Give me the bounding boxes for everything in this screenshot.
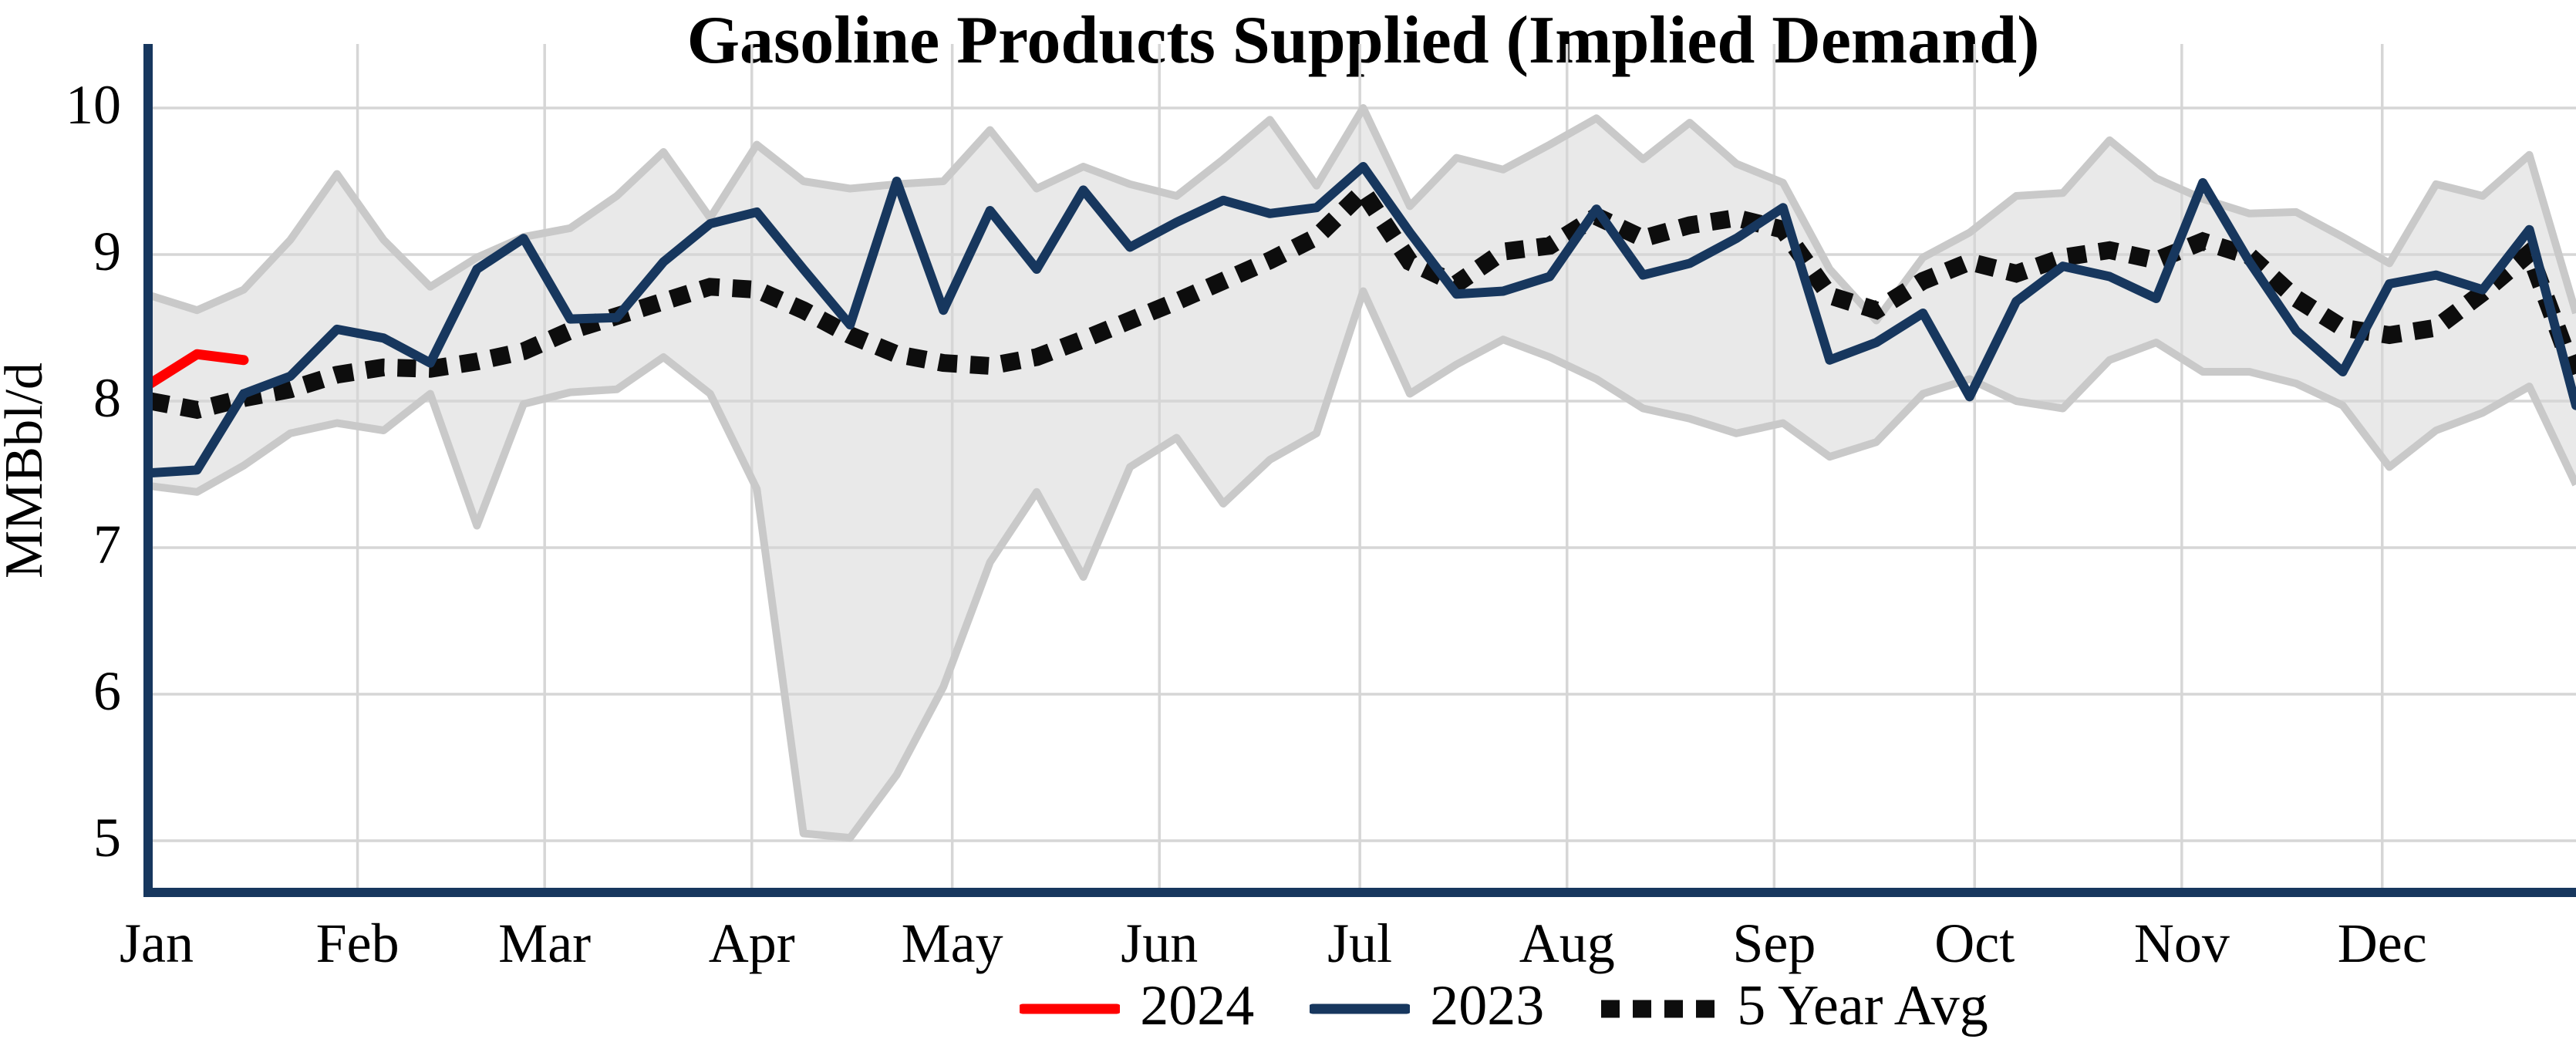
- dotted-line-swatch-icon: [1601, 1000, 1718, 1018]
- x-tick-label-dec: Dec: [2337, 912, 2427, 974]
- y-tick-label-7: 7: [93, 514, 121, 576]
- y-tick-label-5: 5: [93, 807, 121, 869]
- x-tick-label-feb: Feb: [315, 912, 400, 974]
- y-tick-label-10: 10: [66, 74, 121, 137]
- x-tick-label-jan: Jan: [120, 912, 194, 974]
- band-lower-edge: [150, 287, 2576, 842]
- legend-label-2023: 2023: [1430, 974, 1545, 1037]
- legend-item-5yr-avg: 5 Year Avg: [1600, 977, 1988, 1041]
- line-2023: [146, 162, 2576, 478]
- x-tick-label-mar: Mar: [498, 912, 592, 974]
- legend: 2024 2023 5 Year Avg: [432, 973, 2576, 1044]
- x-tick-label-apr: Apr: [708, 912, 795, 974]
- x-tick-label-sep: Sep: [1732, 912, 1816, 974]
- y-tick-label-9: 9: [93, 221, 121, 283]
- chart-title: Gasoline Products Supplied (Implied Dema…: [686, 3, 2040, 78]
- line-2024: [145, 349, 249, 389]
- band-upper-edge: [149, 104, 2576, 325]
- x-tick-label-may: May: [901, 912, 1003, 974]
- red-line-swatch-icon: [1020, 1003, 1121, 1014]
- navy-line-swatch-icon: [1310, 1003, 1411, 1014]
- x-tick-label-jun: Jun: [1121, 912, 1199, 974]
- x-axis-line: [143, 888, 2576, 897]
- legend-label-2024: 2024: [1140, 974, 1255, 1037]
- legend-label-5yr-avg: 5 Year Avg: [1737, 974, 1988, 1037]
- y-tick-label-6: 6: [93, 660, 121, 723]
- x-tick-label-jul: Jul: [1327, 912, 1393, 974]
- legend-item-2023: 2023: [1310, 977, 1544, 1041]
- x-tick-label-nov: Nov: [2133, 912, 2230, 974]
- five-year-range-band: [150, 108, 2576, 838]
- x-tick-label-aug: Aug: [1519, 912, 1615, 974]
- y-axis-line: [143, 44, 153, 897]
- y-tick-label-8: 8: [93, 367, 121, 430]
- x-tick-label-oct: Oct: [1934, 912, 2015, 974]
- legend-item-2024: 2024: [1020, 977, 1254, 1041]
